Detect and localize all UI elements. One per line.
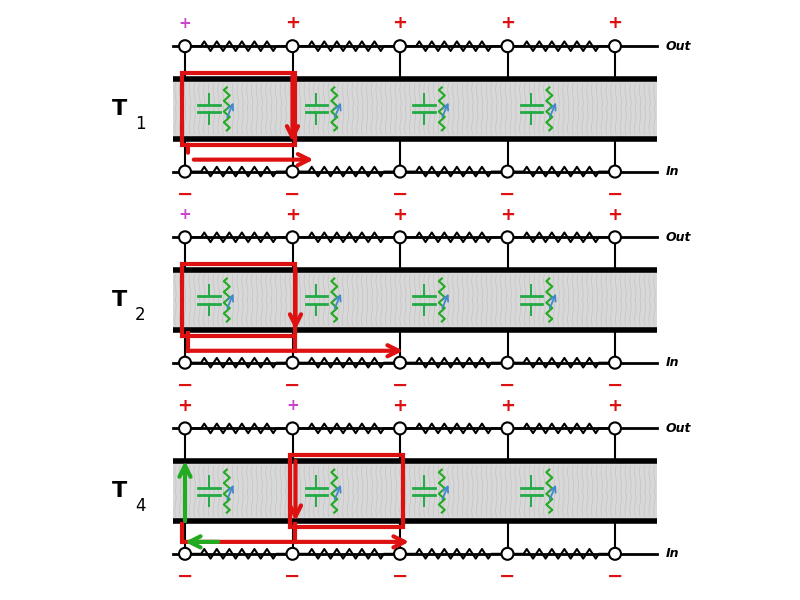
Text: +: +: [500, 397, 515, 415]
Circle shape: [286, 422, 298, 434]
Text: −: −: [177, 376, 193, 395]
Text: +: +: [178, 16, 191, 31]
Circle shape: [609, 166, 621, 178]
Circle shape: [502, 232, 514, 243]
Text: +: +: [393, 14, 407, 32]
Text: −: −: [392, 376, 408, 395]
Circle shape: [286, 357, 298, 368]
Text: −: −: [177, 185, 193, 204]
Circle shape: [394, 232, 406, 243]
Text: −: −: [284, 376, 301, 395]
FancyBboxPatch shape: [173, 461, 657, 521]
Text: 2: 2: [135, 306, 146, 324]
Text: Out: Out: [666, 422, 691, 435]
FancyBboxPatch shape: [173, 270, 657, 330]
Text: −: −: [284, 185, 301, 204]
Text: +: +: [607, 206, 622, 224]
Circle shape: [286, 232, 298, 243]
Text: +: +: [500, 206, 515, 224]
Text: +: +: [178, 397, 193, 415]
Text: +: +: [607, 14, 622, 32]
Circle shape: [609, 357, 621, 368]
Text: −: −: [284, 567, 301, 586]
Circle shape: [179, 422, 191, 434]
Circle shape: [394, 40, 406, 52]
Text: +: +: [607, 397, 622, 415]
Circle shape: [394, 422, 406, 434]
Text: +: +: [286, 398, 299, 413]
Circle shape: [609, 232, 621, 243]
Circle shape: [502, 422, 514, 434]
Circle shape: [179, 357, 191, 368]
Text: +: +: [393, 206, 407, 224]
Text: $\mathbf{T}$: $\mathbf{T}$: [110, 481, 128, 501]
Text: Out: Out: [666, 231, 691, 244]
Circle shape: [609, 40, 621, 52]
Text: $\mathbf{T}$: $\mathbf{T}$: [110, 99, 128, 119]
Circle shape: [394, 166, 406, 178]
Circle shape: [179, 40, 191, 52]
Text: $\mathbf{T}$: $\mathbf{T}$: [110, 290, 128, 310]
Text: −: −: [177, 567, 193, 586]
Circle shape: [502, 166, 514, 178]
Text: −: −: [607, 567, 623, 586]
Circle shape: [179, 166, 191, 178]
Circle shape: [286, 548, 298, 560]
Circle shape: [609, 422, 621, 434]
Text: +: +: [500, 14, 515, 32]
Circle shape: [502, 357, 514, 368]
Text: −: −: [607, 376, 623, 395]
Text: −: −: [499, 185, 516, 204]
Text: −: −: [499, 567, 516, 586]
FancyBboxPatch shape: [173, 79, 657, 139]
Circle shape: [502, 40, 514, 52]
Circle shape: [609, 548, 621, 560]
Text: −: −: [607, 185, 623, 204]
Text: +: +: [285, 14, 300, 32]
Circle shape: [286, 166, 298, 178]
Text: In: In: [666, 547, 679, 560]
Circle shape: [502, 548, 514, 560]
Text: +: +: [178, 207, 191, 222]
Circle shape: [286, 40, 298, 52]
Text: In: In: [666, 165, 679, 178]
Text: −: −: [499, 376, 516, 395]
Circle shape: [394, 357, 406, 368]
Text: In: In: [666, 356, 679, 369]
Text: 4: 4: [135, 497, 146, 515]
Circle shape: [179, 548, 191, 560]
Text: +: +: [285, 206, 300, 224]
Text: Out: Out: [666, 40, 691, 53]
Text: +: +: [393, 397, 407, 415]
Text: −: −: [392, 567, 408, 586]
Circle shape: [179, 232, 191, 243]
Text: 1: 1: [135, 115, 146, 133]
Circle shape: [394, 548, 406, 560]
Text: −: −: [392, 185, 408, 204]
